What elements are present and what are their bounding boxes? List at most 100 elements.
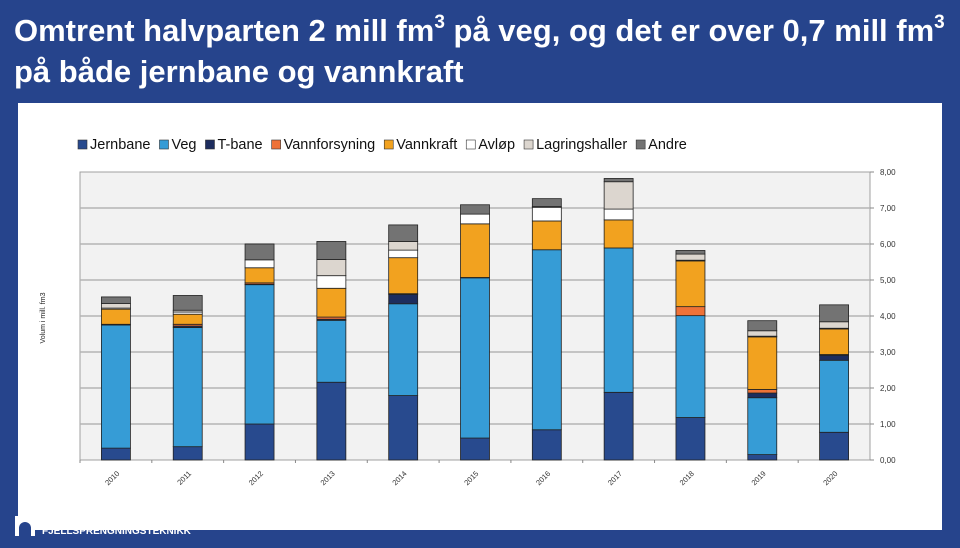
bar-segment-andre [172,295,203,311]
bar-segment-veg [747,397,778,456]
legend-label: Vannforsyning [284,137,376,153]
x-tick-label: 2010 [103,469,121,487]
legend-swatch-t-bane [205,139,215,150]
bar-segment-veg [101,324,131,449]
organization-name: NORSK FORENING FOR FJELLSPRENGNINGSTEKNI… [42,514,191,538]
bar-segment-vannkraft [316,287,347,318]
bar-segment-jernbane [603,391,634,461]
stacked-bar-chart: 0,00 1,00 2,00 3,00 4,00 5,00 6,00 7,00 8,00 2010… [40,137,896,487]
bar-segment-jernbane [819,431,849,461]
bar-segment-veg [819,359,849,433]
bar-segment-avløp [316,275,347,289]
bar-segment-jernbane [747,454,778,461]
bar-segment-andre [316,241,347,260]
org-line-1: NORSK FORENING FOR [42,514,158,525]
bar-segment-vannkraft [675,260,706,308]
bar-segment-vannkraft [531,220,562,251]
y-tick-label: 8,00 [880,168,896,177]
bar-segment-jernbane [460,437,490,461]
bar-segment-veg [675,315,706,418]
bar-segment-jernbane [316,381,347,461]
bar-segment-avløp [531,206,562,222]
y-tick-label: 7,00 [880,204,896,213]
bar-segment-veg [244,284,275,425]
bar-segment-vannkraft [460,223,490,278]
bar-segment-andre [603,178,634,183]
bar-segment-andre [460,204,490,215]
bar-segment-jernbane [172,446,203,461]
bar-segment-andre [675,250,706,255]
legend-swatch-jernbane [77,139,88,150]
bar-segment-veg [388,303,419,396]
bar-segment-veg [531,249,562,431]
bar-segment-avløp [460,213,490,225]
bar-segment-andre [819,304,849,323]
slide-title: Omtrent halvparten 2 mill fm3 på veg, og… [14,10,954,92]
bar-segment-jernbane [101,447,131,461]
title-text: på veg, og det er over 0,7 mill fm [444,13,935,48]
bar-segment-vannkraft [747,336,778,390]
x-tick-label: 2017 [606,469,624,487]
bar-segment-lagringshaller [819,321,849,329]
legend-swatch-andre [635,139,646,150]
bar-segment-avløp [603,208,634,221]
legend-swatch-lagringshaller [523,139,534,150]
bar-segment-vannkraft [388,257,419,295]
legend-swatch-vannkraft [383,139,394,150]
bar-segment-vannkraft [101,308,131,325]
bar-segment-vannforsyning [675,306,706,317]
y-tick-label: 5,00 [880,276,896,285]
y-axis-label: Volum i mill. fm3 [40,292,47,343]
y-tick-label: 1,00 [880,420,896,429]
y-tick-label: 0,00 [880,456,896,465]
bar-segment-t-bane [819,354,849,361]
bar-segment-veg [603,247,634,393]
legend-label: T-bane [217,137,262,153]
bar-segment-andre [531,198,562,207]
legend-label: Vannkraft [396,137,457,153]
bar-segment-veg [172,327,203,448]
legend-label: Andre [648,137,687,153]
y-tick-label: 2,00 [880,384,896,393]
bar-segment-lagringshaller [747,330,778,337]
x-tick-label: 2020 [821,469,839,487]
bar-segment-vannkraft [603,219,634,249]
legend-label: Jernbane [90,137,150,153]
legend-label: Lagringshaller [536,137,627,153]
title-text: Omtrent halvparten 2 mill fm [14,13,435,48]
x-tick-label: 2012 [247,469,265,487]
bar-segment-vannforsyning [747,389,778,394]
title-text: på både jernbane og vannkraft [14,54,464,89]
bar-segment-vannkraft [819,328,849,355]
legend-swatch-vannforsyning [271,139,281,150]
bar-segment-lagringshaller [388,241,419,251]
bar-segment-andre [101,296,131,304]
org-line-2: FJELLSPRENGNINGSTEKNIKK [42,526,191,537]
bar-segment-vannkraft [172,313,203,325]
x-tick-label: 2018 [678,469,696,487]
legend-swatch-avløp [465,139,476,150]
bar-segment-jernbane [531,429,562,461]
x-tick-label: 2011 [175,469,193,487]
chart-panel: 0,00 1,00 2,00 3,00 4,00 5,00 6,00 7,00 8,00 2010… [18,103,942,530]
y-tick-label: 6,00 [880,240,896,249]
legend-label: Avløp [478,137,515,153]
bar-segment-avløp [244,259,275,269]
bar-segment-lagringshaller [316,259,347,277]
title-superscript: 3 [434,12,445,33]
bar-segment-andre [747,320,778,332]
x-tick-label: 2016 [534,469,552,487]
bar-segment-lagringshaller [101,302,131,309]
title-superscript: 3 [934,12,945,33]
footer: NORSK FORENING FOR FJELLSPRENGNINGSTEKNI… [15,514,191,538]
y-tick-label: 3,00 [880,348,896,357]
bar-segment-vannkraft [244,267,275,284]
x-tick-label: 2013 [319,469,337,487]
bar-segment-jernbane [675,417,706,461]
x-tick-label: 2019 [750,469,768,487]
bar-segment-andre [388,224,419,242]
tunnel-logo-icon [15,516,35,536]
bar-segment-t-bane [747,392,778,399]
legend-swatch-veg [159,139,169,150]
bar-segment-andre [244,243,275,261]
